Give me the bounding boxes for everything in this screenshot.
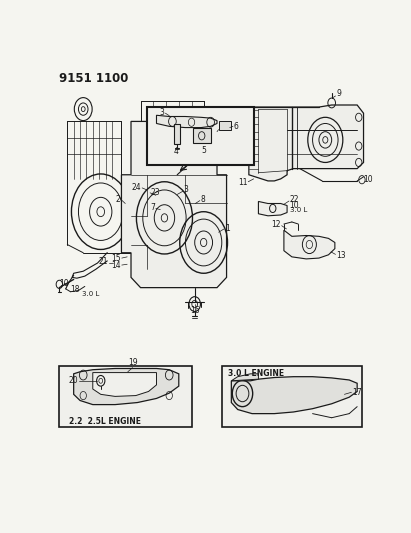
- Polygon shape: [74, 368, 179, 405]
- Text: 11: 11: [238, 179, 247, 188]
- Text: 3.0 L: 3.0 L: [290, 207, 307, 214]
- Text: 10: 10: [363, 175, 373, 184]
- Polygon shape: [231, 374, 259, 381]
- Text: 16: 16: [191, 306, 200, 314]
- Text: 24: 24: [132, 183, 141, 191]
- Text: 3.0 L ENGINE: 3.0 L ENGINE: [228, 369, 284, 378]
- Text: 2.2  2.5L ENGINE: 2.2 2.5L ENGINE: [69, 417, 141, 426]
- Text: 9151 1100: 9151 1100: [59, 72, 129, 85]
- Text: 5: 5: [202, 146, 207, 155]
- Bar: [174, 124, 180, 144]
- Text: 4: 4: [173, 147, 178, 156]
- Text: 17: 17: [352, 388, 362, 397]
- Bar: [59, 366, 192, 427]
- Text: 2: 2: [115, 195, 120, 204]
- Text: 3: 3: [159, 108, 164, 117]
- Text: 10: 10: [59, 279, 69, 288]
- Text: 21: 21: [99, 257, 108, 266]
- Text: 8: 8: [201, 195, 205, 204]
- Text: 6: 6: [233, 122, 238, 131]
- Text: 3.0 L: 3.0 L: [82, 291, 99, 297]
- Polygon shape: [93, 373, 157, 397]
- Polygon shape: [259, 201, 287, 216]
- Bar: [193, 128, 210, 143]
- Bar: [222, 366, 362, 427]
- Text: 23: 23: [151, 188, 160, 197]
- Bar: [147, 107, 254, 165]
- Bar: [219, 120, 231, 130]
- Text: 12: 12: [271, 220, 281, 229]
- Polygon shape: [284, 230, 335, 259]
- Polygon shape: [231, 377, 357, 414]
- Text: 19: 19: [128, 358, 137, 367]
- Text: 9: 9: [337, 89, 341, 98]
- Text: 18: 18: [71, 285, 80, 294]
- Text: 13: 13: [337, 251, 346, 260]
- Text: 20: 20: [69, 376, 79, 385]
- Polygon shape: [122, 122, 226, 288]
- Polygon shape: [157, 115, 217, 127]
- Text: 22: 22: [290, 195, 299, 204]
- Text: 10: 10: [290, 201, 299, 210]
- Text: 1: 1: [225, 224, 230, 233]
- Text: 3: 3: [184, 185, 188, 194]
- Text: 15: 15: [111, 254, 121, 263]
- Polygon shape: [249, 105, 363, 181]
- Text: 14: 14: [111, 261, 121, 270]
- Text: 7: 7: [150, 203, 155, 212]
